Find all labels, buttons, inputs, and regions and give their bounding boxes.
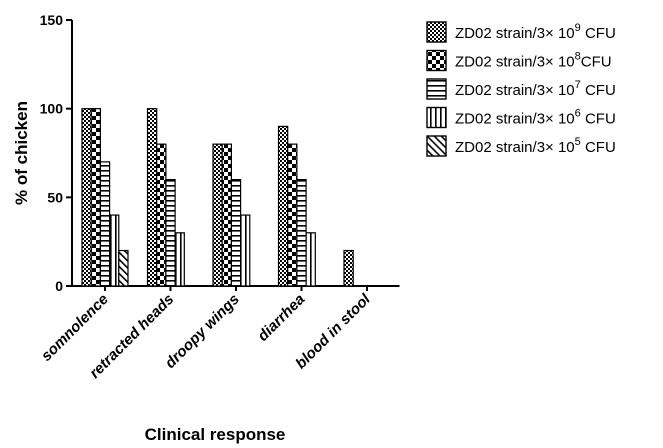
- legend-label-base: ZD02 strain/3× 10: [455, 111, 575, 128]
- legend-label-exponent: 6: [575, 108, 581, 120]
- legend-label: ZD02 strain/3× 109 CFU: [455, 22, 616, 42]
- x-tick-label: diarrhea: [254, 291, 308, 345]
- bar: [146, 108, 158, 287]
- bar: [165, 179, 176, 287]
- legend-label: ZD02 strain/3× 107 CFU: [455, 79, 616, 99]
- legend-label-base: ZD02 strain/3× 10: [455, 82, 575, 99]
- bar: [81, 108, 92, 287]
- bar: [118, 249, 129, 287]
- legend-swatch: [426, 49, 447, 72]
- x-tick-label: somnolence: [38, 291, 112, 365]
- legend-label-exponent: 9: [575, 22, 581, 34]
- bar: [221, 143, 232, 287]
- legend-label-base: ZD02 strain/3× 10: [455, 54, 575, 71]
- legend-swatch: [426, 21, 447, 43]
- bar: [212, 143, 223, 287]
- bar: [108, 214, 120, 287]
- legend-swatch: [426, 78, 447, 100]
- bar: [90, 108, 101, 287]
- bar: [305, 232, 316, 287]
- legend-label-unit: CFU: [581, 111, 616, 128]
- legend-label-exponent: 7: [575, 79, 581, 91]
- bar: [296, 179, 307, 287]
- legend-label-exponent: 5: [575, 136, 581, 148]
- legend-label-base: ZD02 strain/3× 10: [455, 25, 575, 42]
- y-tick-label: 150: [40, 12, 64, 28]
- y-tick-label: 50: [47, 189, 63, 205]
- legend-label: ZD02 strain/3× 108CFU: [455, 51, 612, 71]
- bar: [99, 161, 111, 287]
- bar: [240, 214, 251, 287]
- x-axis-title: Clinical response: [145, 425, 286, 444]
- legend-label-exponent: 8: [575, 51, 581, 63]
- legend-label-unit: CFU: [581, 25, 616, 42]
- legend-swatch: [426, 106, 447, 129]
- legend-label-unit: CFU: [581, 82, 616, 99]
- legend-label-unit: CFU: [581, 139, 616, 156]
- legend-label: ZD02 strain/3× 106 CFU: [455, 108, 616, 128]
- legend-label: ZD02 strain/3× 105 CFU: [455, 136, 616, 156]
- y-tick-label: 100: [40, 101, 64, 117]
- bar: [277, 125, 289, 287]
- legend-label-unit: CFU: [581, 54, 612, 71]
- bar: [174, 232, 185, 287]
- legend-label-base: ZD02 strain/3× 10: [455, 139, 575, 156]
- bar: [287, 143, 298, 287]
- y-tick-label: 0: [55, 278, 63, 294]
- bar: [230, 179, 242, 287]
- legend-swatch: [426, 135, 447, 157]
- bar: [343, 249, 354, 287]
- y-axis-title: % of chicken: [12, 101, 31, 205]
- bar: [156, 143, 167, 287]
